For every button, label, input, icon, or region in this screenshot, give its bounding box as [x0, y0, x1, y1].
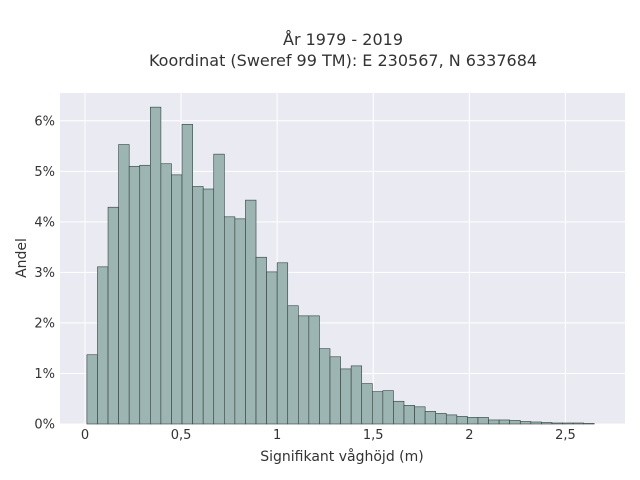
- y-axis-label: Andel: [14, 238, 30, 278]
- histogram-bar: [276, 262, 289, 425]
- histogram-bar: [456, 416, 468, 425]
- histogram-bar: [308, 315, 320, 425]
- histogram-bar: [128, 165, 141, 425]
- x-tick-label: 2: [465, 428, 473, 443]
- histogram-bar: [519, 421, 532, 425]
- x-tick-label: 0: [81, 428, 89, 443]
- histogram-bar: [488, 419, 500, 425]
- histogram-bar: [498, 419, 510, 425]
- x-tick-label: 1,5: [363, 428, 384, 443]
- histogram-bar: [266, 271, 278, 425]
- histogram-bar: [224, 216, 236, 425]
- histogram-bar: [530, 421, 542, 425]
- histogram-bar: [213, 153, 225, 425]
- y-tick-label: 6%: [34, 114, 55, 129]
- y-tick-label: 4%: [34, 215, 55, 230]
- histogram-bar: [297, 315, 310, 425]
- x-tick-labels: 0 0,5 1 1,5 2 2,5: [81, 428, 576, 443]
- histogram-bar: [424, 411, 437, 425]
- y-tick-labels: 0% 1% 2% 3% 4% 5% 6%: [34, 114, 55, 432]
- x-tick-label: 0,5: [171, 428, 192, 443]
- histogram-bar: [541, 422, 553, 425]
- x-axis-label: Signifikant våghöjd (m): [260, 448, 423, 465]
- histogram-bar: [118, 144, 130, 425]
- histogram-bar: [181, 124, 193, 425]
- histogram-bar: [255, 256, 267, 425]
- histogram-bars: [86, 106, 595, 425]
- histogram-bar: [477, 417, 489, 425]
- histogram-bar: [445, 414, 458, 425]
- chart-title-line-1: År 1979 - 2019: [283, 30, 403, 49]
- histogram-bar: [245, 199, 257, 425]
- y-tick-label: 3%: [34, 266, 55, 281]
- histogram-bar: [414, 406, 426, 425]
- y-tick-label: 0%: [34, 418, 55, 433]
- x-tick-label: 1: [273, 428, 281, 443]
- histogram-bar: [467, 417, 479, 425]
- y-tick-label: 2%: [34, 316, 55, 331]
- histogram-bar: [393, 400, 405, 425]
- histogram-bar: [562, 422, 574, 425]
- histogram-bar: [572, 422, 584, 425]
- histogram-bar: [192, 186, 204, 425]
- histogram-bar: [150, 106, 162, 425]
- histogram-bar: [509, 420, 521, 425]
- chart-title-line-2: Koordinat (Sweref 99 TM): E 230567, N 63…: [149, 51, 537, 70]
- histogram-bar: [86, 354, 98, 425]
- histogram-bar: [287, 305, 299, 425]
- histogram-bar: [329, 356, 341, 425]
- y-tick-label: 5%: [34, 165, 55, 180]
- histogram-bar: [551, 422, 563, 425]
- histogram-bar: [361, 383, 373, 425]
- histogram-bar: [202, 188, 215, 425]
- histogram-bar: [350, 365, 363, 425]
- histogram-bar: [435, 413, 447, 425]
- histogram-bar: [107, 206, 119, 425]
- histogram-bar: [382, 390, 394, 425]
- y-tick-label: 1%: [34, 367, 55, 382]
- histogram-bar: [139, 164, 151, 425]
- histogram-bar: [160, 163, 172, 425]
- x-tick-label: 2,5: [555, 428, 576, 443]
- histogram-bar: [234, 218, 246, 425]
- histogram-bar: [97, 266, 109, 425]
- histogram-bar: [583, 423, 595, 425]
- histogram-bar: [171, 174, 183, 425]
- histogram-bar: [403, 405, 415, 425]
- histogram-bar: [340, 368, 352, 425]
- histogram-bar: [371, 391, 384, 425]
- histogram-bar: [319, 348, 331, 425]
